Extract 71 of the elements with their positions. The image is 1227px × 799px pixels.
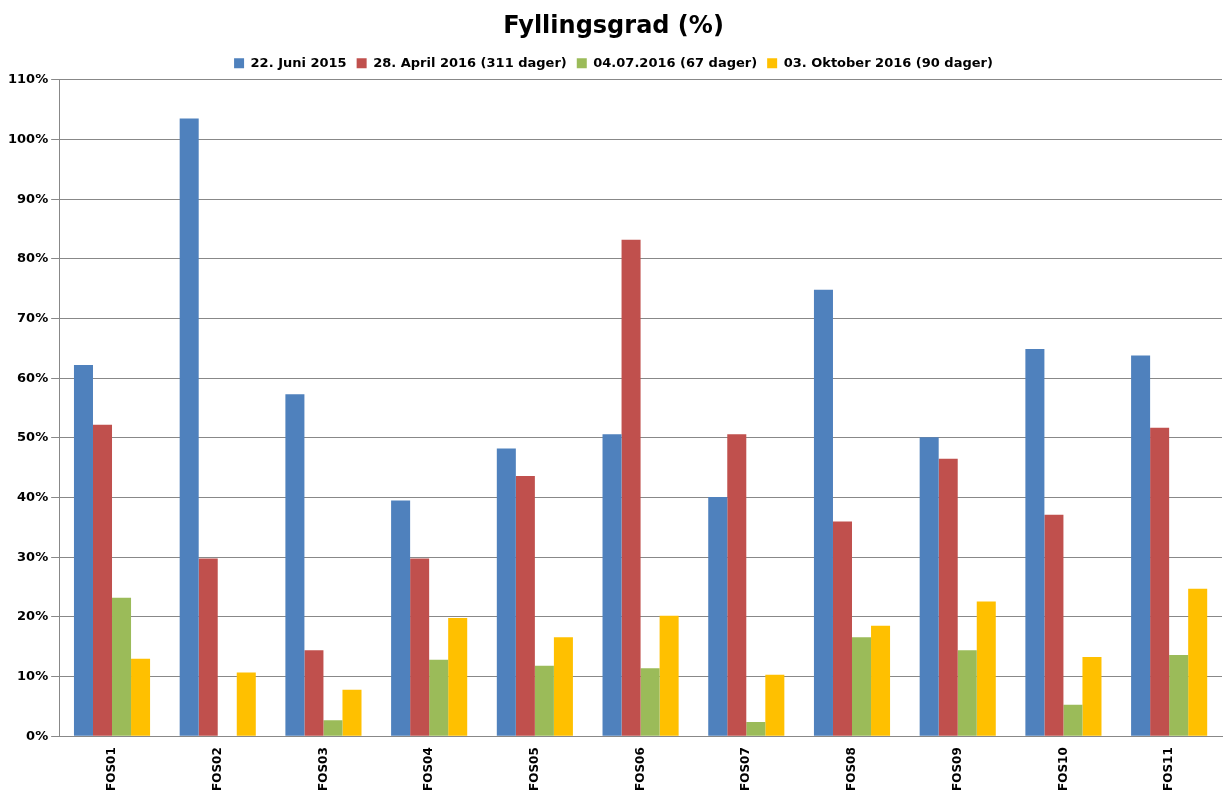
bar [304,650,324,736]
bar [976,601,996,736]
bar [112,597,132,736]
bar [746,721,766,736]
bar [1188,588,1208,736]
legend-label: 04.07.2016 (67 dager) [593,54,758,70]
bar [323,720,343,736]
bar [852,637,872,736]
y-tick-label: 90% [17,190,49,206]
bar [1150,427,1170,736]
y-tick-label: 40% [17,488,49,504]
bar [179,118,199,736]
y-tick-label: 20% [17,608,49,624]
y-tick-label: 110% [7,71,49,87]
bar [448,618,468,736]
bar [285,394,305,736]
bar [1063,704,1083,736]
y-tick-label: 60% [17,369,49,385]
x-tick-label: FOS01 [104,747,119,792]
bar [342,689,362,736]
x-tick-label: FOS06 [632,747,647,792]
bar [1025,348,1045,736]
bar [92,424,113,736]
x-tick-label: FOS07 [738,747,753,792]
bar [1169,655,1189,736]
bar [832,521,853,736]
x-tick-label: FOS08 [844,747,859,792]
bar [429,659,449,736]
bar [659,615,679,736]
bar [621,239,641,736]
y-tick-label: 30% [17,548,49,564]
bar [553,637,573,736]
bar [198,558,218,736]
bar [73,365,93,736]
x-tick-label: FOS11 [1161,747,1176,792]
bar [813,289,833,736]
bar [131,658,151,736]
y-tick-label: 50% [17,429,49,445]
bar [957,650,977,736]
bar [765,674,785,736]
x-tick-label: FOS09 [949,747,964,792]
bar [708,496,728,736]
legend-label: 03. Oktober 2016 (90 dager) [783,54,993,70]
bar [391,500,411,736]
bar [515,476,535,736]
x-tick-label: FOS03 [315,747,330,792]
bar [727,434,747,736]
bar [1082,656,1102,736]
bar [602,434,622,736]
bar [410,558,430,736]
y-tick-label: 0% [26,727,49,743]
bar [640,668,660,736]
chart-title: Fyllingsgrad (%) [503,10,724,39]
x-tick-label: FOS05 [526,747,541,792]
x-tick-label: FOS02 [209,747,224,792]
y-tick-label: 70% [17,309,49,325]
x-tick-label: FOS10 [1055,747,1070,792]
bar [938,458,958,736]
x-tick-label: FOS04 [421,747,436,792]
bar [871,625,891,736]
bar [534,665,554,736]
bar [236,672,256,736]
y-tick-label: 100% [7,130,49,146]
legend-label: 28. April 2016 (311 dager) [373,54,567,70]
bar [919,437,939,736]
bar [496,448,516,736]
bar [1044,514,1064,736]
legend-label: 22. Juni 2015 [250,54,347,70]
bar [1131,355,1151,736]
y-tick-label: 10% [17,667,49,683]
y-tick-label: 80% [17,250,49,266]
